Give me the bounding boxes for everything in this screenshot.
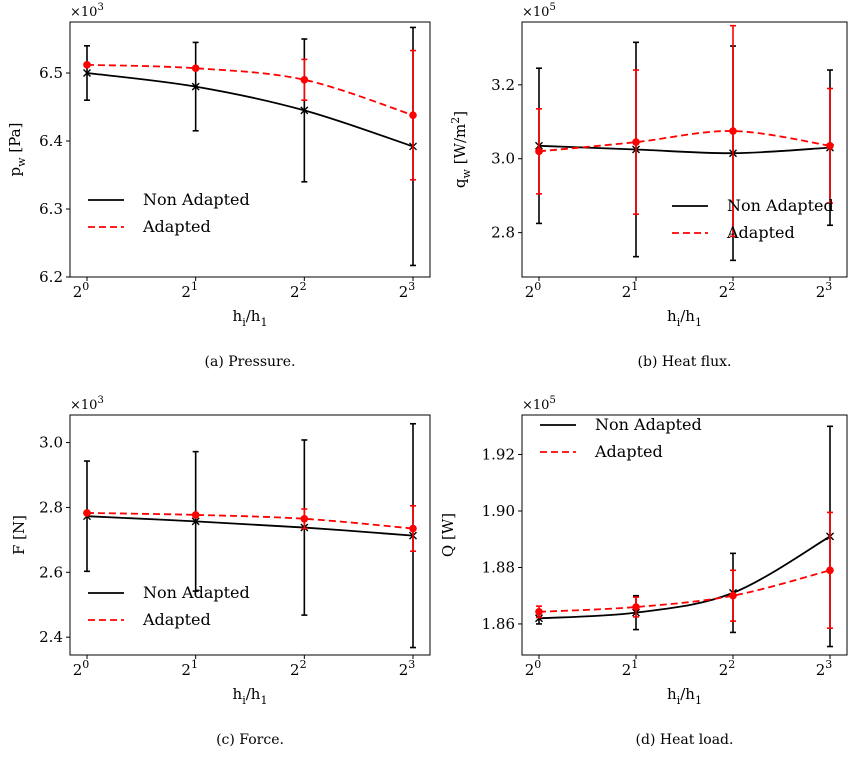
non-adapted-line	[538, 535, 831, 620]
x-tick-label: 21	[622, 280, 639, 301]
panel-caption: (a) Pressure.	[205, 354, 296, 370]
adapted-point	[535, 608, 543, 616]
x-tick-label: 22	[290, 658, 307, 679]
x-tick-label: 20	[73, 280, 90, 301]
legend: Non Adapted Adapted	[88, 583, 250, 629]
adapted-point	[409, 524, 417, 533]
x-tick-label: 22	[719, 280, 736, 301]
panel-caption: (b) Heat flux.	[638, 354, 732, 370]
y-tick-label: 2.8	[39, 498, 63, 516]
y-axis-label: pw [Pa]	[6, 123, 28, 177]
adapted-point	[191, 511, 200, 519]
plot-frame	[69, 414, 431, 656]
y-axis-label: F [N]	[10, 515, 28, 555]
axis-multiplier: ×105​	[522, 2, 556, 20]
y-tick-label: 2.4	[39, 628, 63, 646]
y-tick-label: 1.88	[482, 558, 515, 576]
y-tick-label: 6.3	[39, 200, 63, 218]
adapted-point	[300, 76, 309, 84]
plot-frame	[69, 21, 431, 278]
plot-frame	[521, 21, 848, 278]
adapted-point	[409, 111, 417, 119]
non-adapted-point	[535, 614, 543, 623]
x-tick-label: 23	[399, 280, 416, 301]
non-adapted-line	[86, 72, 414, 148]
adapted-point	[632, 603, 640, 611]
y-axis-label: qw [W/m2]	[449, 111, 473, 188]
x-tick-label: 21	[622, 658, 639, 679]
x-axis-label: hi/h1​	[667, 685, 702, 707]
adapted-line	[538, 130, 831, 153]
y-tick-label: 6.4	[39, 132, 63, 150]
y-tick-label: 3.0	[491, 150, 515, 168]
adapted-point	[535, 147, 543, 156]
y-tick-label: 6.5	[39, 64, 63, 82]
non-adapted-point	[300, 106, 309, 115]
x-tick-label: 23	[399, 658, 416, 679]
axis-multiplier: ×103​	[70, 395, 104, 413]
axis-multiplier: ×105​	[522, 395, 556, 413]
adapted-point	[826, 566, 834, 575]
adapted-point	[191, 64, 200, 73]
adapted-point	[632, 138, 640, 146]
non-adapted-point	[83, 69, 91, 77]
x-axis-label: hi/h1​	[667, 307, 702, 329]
y-tick-label: 2.6	[39, 563, 63, 581]
adapted-line	[86, 63, 414, 117]
non-adapted-point	[191, 517, 200, 526]
legend-label-non-adapted: Non Adapted	[727, 196, 834, 215]
y-tick-label: 1.86	[482, 615, 515, 633]
y-tick-label: 6.2	[39, 268, 63, 286]
x-tick-label: 20	[525, 658, 542, 679]
chart-panel-2: 2.8 3.0 3.2 20 21 22 23 ×105​ hi/h1​ qw [W/m2] (b)…	[449, 2, 848, 370]
y-tick-label: 3.2	[491, 76, 515, 94]
adapted-point	[729, 127, 737, 135]
legend-label-adapted: Adapted	[142, 217, 211, 236]
y-tick-label: 2.8	[491, 224, 515, 242]
x-axis-label: hi/h1​	[233, 307, 268, 329]
panel-caption: (c) Force.	[216, 732, 284, 748]
adapted-point	[300, 514, 309, 523]
non-adapted-line	[538, 144, 831, 155]
legend-label-non-adapted: Non Adapted	[143, 190, 250, 209]
x-tick-label: 20	[525, 280, 542, 301]
legend-label-adapted: Adapted	[142, 610, 211, 629]
legend: Non Adapted Adapted	[88, 190, 250, 236]
adapted-point	[826, 142, 834, 150]
chart-panel-4: 1.86 1.88 1.90 1.92 20 21 22 23 ×105​ hi/h1​ Q [W]…	[439, 395, 848, 748]
legend-label-non-adapted: Non Adapted	[143, 583, 250, 602]
legend-label-non-adapted: Non Adapted	[595, 415, 702, 434]
non-adapted-line	[86, 515, 414, 537]
y-axis-label: Q [W]	[439, 513, 457, 557]
x-axis-label: hi/h1​	[233, 685, 268, 707]
adapted-point	[83, 61, 91, 69]
x-tick-label: 22	[719, 658, 736, 679]
x-tick-label: 21	[181, 658, 198, 679]
x-tick-label: 23	[816, 658, 833, 679]
x-tick-label: 23	[816, 280, 833, 301]
chart-panel-1: 6.2 6.3 6.4 6.5 20 21 22 23 ×103​ hi/h1​ pw [Pa] (a…	[6, 2, 431, 370]
x-tick-label: 22	[290, 280, 307, 301]
adapted-point	[729, 591, 737, 600]
legend-label-adapted: Adapted	[594, 442, 663, 461]
panel-caption: (d) Heat load.	[636, 732, 734, 748]
axis-multiplier: ×103​	[70, 2, 104, 20]
legend-label-adapted: Adapted	[726, 223, 795, 242]
x-tick-label: 20	[73, 658, 90, 679]
adapted-line	[86, 512, 414, 530]
legend: Non Adapted Adapted	[672, 196, 834, 242]
y-tick-label: 1.90	[482, 502, 515, 520]
adapted-line	[538, 569, 831, 613]
non-adapted-point	[191, 82, 200, 91]
legend: Non Adapted Adapted	[540, 415, 702, 461]
y-tick-label: 3.0	[39, 434, 63, 452]
adapted-point	[83, 509, 91, 517]
chart-panel-3: 2.4 2.6 2.8 3.0 20 21 22 23 ×103​ hi/h1​ F [N] (c) …	[10, 395, 431, 748]
plot-frame	[521, 414, 848, 656]
x-tick-label: 21	[181, 280, 198, 301]
y-tick-label: 1.92	[482, 446, 515, 464]
